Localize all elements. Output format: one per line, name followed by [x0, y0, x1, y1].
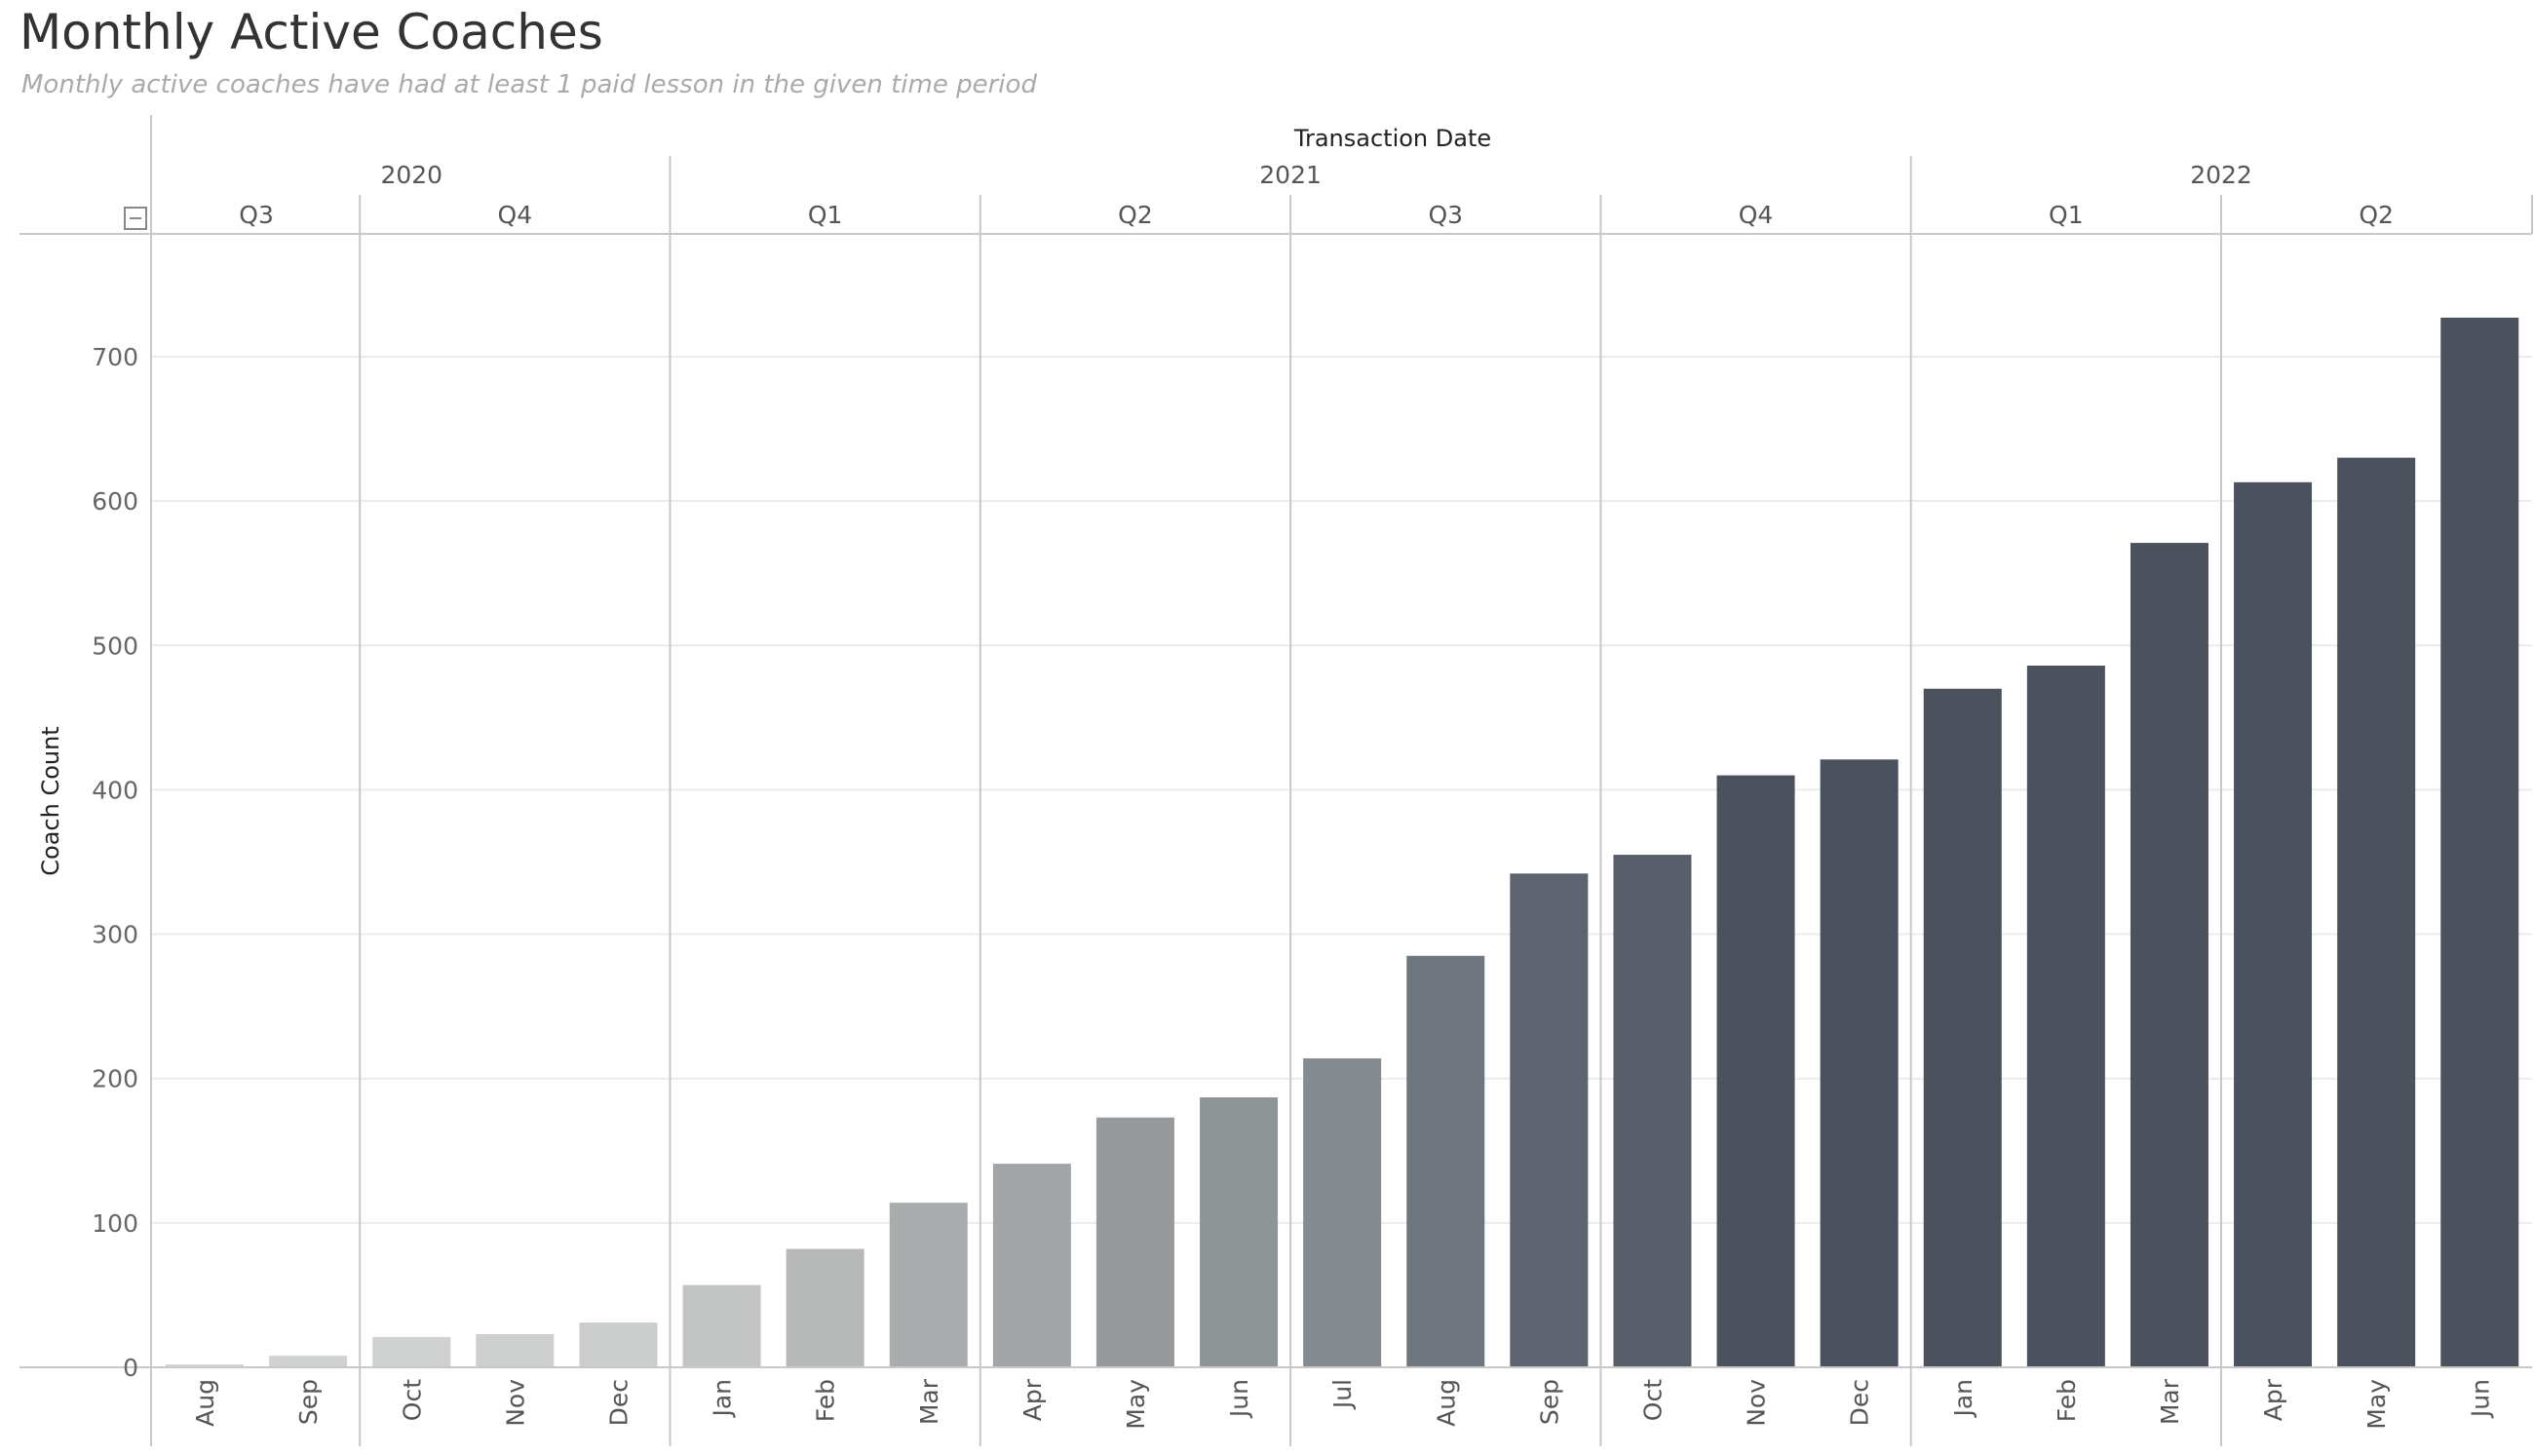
- x-tick-label: Nov: [1743, 1379, 1771, 1427]
- bar-may: [1095, 1117, 1174, 1367]
- bar-nov: [476, 1333, 555, 1367]
- quarter-header: Q2: [2359, 201, 2394, 229]
- bar-jul: [1303, 1057, 1382, 1367]
- x-tick-label: Nov: [501, 1379, 529, 1427]
- x-tick-label: Sep: [294, 1379, 323, 1425]
- y-tick-label: 300: [92, 921, 138, 949]
- x-tick-label: Feb: [2053, 1379, 2081, 1422]
- bar-apr: [992, 1164, 1071, 1367]
- y-tick-label: 500: [92, 632, 138, 660]
- x-axis-label: Transaction Date: [1293, 125, 1491, 152]
- y-axis-ticks: 0 100 200 300 400 500 600 700: [92, 343, 138, 1382]
- x-tick-label: Mar: [2156, 1378, 2184, 1425]
- bar-mar: [2130, 543, 2208, 1367]
- year-header: 2020: [380, 161, 442, 189]
- chart-title: Monthly Active Coaches: [19, 4, 603, 60]
- collapse-header-icon[interactable]: [124, 207, 147, 230]
- bar-sep: [269, 1356, 348, 1367]
- year-header: 2022: [2190, 161, 2252, 189]
- chart-frame: [19, 115, 2533, 1446]
- quarter-header: Q4: [1739, 201, 1774, 229]
- bar-jun: [2440, 317, 2519, 1368]
- y-tick-label: 700: [92, 343, 138, 371]
- quarter-header: Q1: [808, 201, 843, 229]
- x-tick-label: Feb: [812, 1379, 840, 1422]
- year-header: 2021: [1259, 161, 1322, 189]
- chart-subtitle: Monthly active coaches have had at least…: [21, 70, 1037, 99]
- bar-jan: [682, 1284, 761, 1367]
- quarter-header: Q1: [2049, 201, 2084, 229]
- bar-aug: [166, 1364, 245, 1367]
- x-tick-label: May: [1122, 1379, 1150, 1430]
- bar-aug: [1406, 955, 1485, 1367]
- bar-jan: [1923, 688, 2002, 1367]
- x-tick-label: Oct: [398, 1379, 426, 1421]
- date-headers: 2020 2021 2022 Q3 Q4 Q1 Q2 Q3 Q4 Q1 Q2: [239, 161, 2394, 229]
- bar-oct: [1613, 855, 1692, 1367]
- bar-may: [2337, 457, 2416, 1367]
- y-axis-label: Coach Count: [37, 726, 64, 875]
- x-tick-label: Apr: [1018, 1378, 1047, 1421]
- x-tick-label: Mar: [915, 1378, 943, 1425]
- bar-feb: [786, 1248, 864, 1367]
- y-tick-label: 100: [92, 1209, 138, 1238]
- bar-feb: [2026, 665, 2105, 1367]
- x-tick-label: Dec: [1846, 1379, 1874, 1426]
- quarter-header: Q3: [1428, 201, 1463, 229]
- x-tick-label: Aug: [191, 1379, 219, 1427]
- y-tick-label: 0: [123, 1354, 138, 1382]
- x-tick-label: Sep: [1535, 1379, 1563, 1425]
- bar-dec: [579, 1322, 658, 1367]
- bar-sep: [1510, 873, 1589, 1367]
- y-tick-label: 400: [92, 776, 138, 804]
- x-tick-label: Jun: [2466, 1379, 2494, 1419]
- quarter-header: Q4: [498, 201, 533, 229]
- x-tick-label: Jun: [1225, 1379, 1253, 1419]
- x-tick-label: Apr: [2259, 1378, 2287, 1421]
- x-tick-label: Dec: [604, 1379, 633, 1426]
- x-tick-label: Jan: [1949, 1379, 1977, 1419]
- bar-jun: [1200, 1096, 1279, 1367]
- bar-apr: [2234, 481, 2313, 1367]
- y-tick-label: 600: [92, 487, 138, 516]
- bar-mar: [889, 1203, 968, 1367]
- x-tick-label: Jul: [1328, 1379, 1357, 1410]
- quarter-header: Q3: [239, 201, 274, 229]
- y-tick-label: 200: [92, 1065, 138, 1093]
- x-tick-label: Oct: [1638, 1379, 1667, 1421]
- bar-oct: [372, 1336, 451, 1367]
- x-tick-label: Aug: [1432, 1379, 1460, 1427]
- x-tick-label: Jan: [709, 1379, 737, 1419]
- bar-dec: [1820, 759, 1899, 1367]
- bar-series: [166, 317, 2519, 1368]
- x-axis-month-labels: Aug Sep Oct Nov Dec Jan Feb Mar Apr May Jun Jul Aug S…: [191, 1378, 2494, 1429]
- x-tick-label: May: [2362, 1379, 2391, 1430]
- quarter-header: Q2: [1118, 201, 1153, 229]
- bar-nov: [1716, 775, 1795, 1367]
